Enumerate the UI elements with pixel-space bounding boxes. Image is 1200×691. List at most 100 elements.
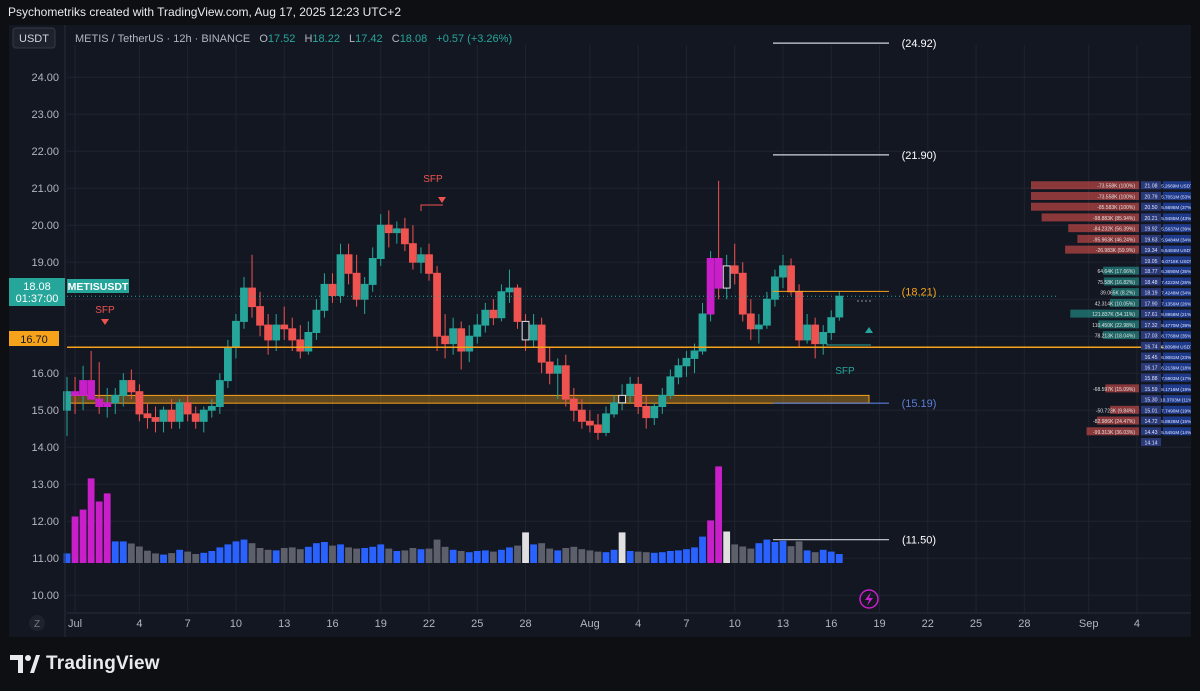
- orderbook-size: 110.450K (22.98%): [1092, 323, 1135, 329]
- candle-body: [610, 402, 618, 415]
- candle-body: [360, 283, 369, 300]
- y-tick-label: 23.00: [31, 109, 59, 121]
- chart-panel[interactable]: (24.92) (21.90) (18.21) (15.19) (11.50) -73.…: [9, 25, 1194, 637]
- volume-bar: [176, 549, 184, 563]
- candle-body: [248, 287, 256, 308]
- x-tick-label: 4: [1134, 618, 1140, 630]
- orderbook-price: 18.77: [1145, 269, 1158, 275]
- candle-body: [674, 365, 683, 378]
- candle-body: [586, 420, 594, 426]
- orderbook-total: 7.7490M (19%): [1161, 408, 1191, 413]
- candle-body: [827, 317, 836, 334]
- orderbook-size: 75.58K (16.82%): [1097, 280, 1135, 286]
- volume-bar: [570, 546, 578, 563]
- orderbook-total-box: [1163, 320, 1191, 329]
- candle-body: [730, 265, 739, 274]
- orderbook-total-box: [1163, 395, 1191, 404]
- x-tick-label: 13: [278, 618, 290, 630]
- orderbook-price: 17.03: [1145, 334, 1158, 340]
- volume-bar: [409, 548, 417, 563]
- candle-body: [232, 320, 240, 348]
- candle-body: [119, 380, 128, 396]
- orderbook-overlay: -73.558K (100%) 21.08 5.2669M USDT -73.558K…: [1031, 181, 1194, 447]
- volume-bar: [168, 553, 175, 563]
- timezone-button[interactable]: [29, 615, 45, 631]
- lightning-icon[interactable]: [859, 589, 879, 609]
- orderbook-total-box: [1163, 266, 1191, 275]
- candle-body: [175, 402, 184, 422]
- legend-change: +0.57 (+3.26%): [436, 33, 512, 45]
- orderbook-total-box: [1163, 331, 1191, 340]
- x-tick-label: Jul: [68, 618, 82, 630]
- down-arrow-icon: [101, 319, 109, 325]
- volume-bar: [192, 554, 200, 563]
- candle-body: [320, 283, 329, 311]
- legend-o-label: O: [259, 33, 268, 45]
- candle-body: [738, 272, 747, 315]
- orderbook-size: -85.583K (100%): [1097, 205, 1135, 211]
- volume-bar: [296, 549, 304, 563]
- volume-bar: [457, 551, 465, 563]
- volume-bar: [79, 509, 87, 563]
- y-tick-label: 16.00: [31, 368, 59, 380]
- time-axis: Jul 4 7 10 13 16 19 22 25 28 Aug 4 7 10 13 16 19 22 25 28 Se…: [67, 612, 1191, 630]
- candle-body: [505, 287, 514, 293]
- orderbook-size: 78.213K (18.04%): [1095, 334, 1136, 340]
- volume-bar: [248, 543, 256, 563]
- orderbook-total: 8.8958M (21%): [1161, 312, 1191, 317]
- candle-body: [207, 406, 216, 411]
- orderbook-price-box: [1141, 405, 1161, 414]
- candle-body: [191, 413, 200, 422]
- price-chart[interactable]: (24.92) (21.90) (18.21) (15.19) (11.50) -73.…: [9, 25, 1194, 637]
- orderbook-total-box: [1163, 213, 1191, 222]
- volume-bar: [449, 549, 457, 563]
- candle-body: [288, 328, 297, 341]
- orderbook-price-box: [1141, 352, 1161, 361]
- orderbook-price: 15.88: [1145, 376, 1158, 382]
- volume-bar: [626, 551, 634, 563]
- x-tick-label: 25: [471, 618, 483, 630]
- orderbook-bar: [1110, 405, 1139, 414]
- candle-body: [143, 413, 152, 419]
- candle-body: [489, 309, 498, 319]
- legend-text: METIS / TetherUS · 12h · BINANCE O17.52 …: [75, 33, 512, 45]
- orderbook-total: 5.6484M USDT: [1161, 248, 1191, 253]
- volume-bar: [514, 545, 521, 563]
- orderbook-price-box: [1141, 224, 1161, 233]
- volume-bar: [111, 541, 119, 563]
- candle-body: [553, 365, 562, 374]
- volume-bar: [232, 541, 240, 563]
- orderbook-total-box: [1163, 352, 1191, 361]
- x-tick-label: 7: [683, 618, 689, 630]
- volume-bar: [385, 548, 393, 563]
- orderbook-total: 5.9485M (43%): [1161, 216, 1191, 221]
- candle-body: [272, 324, 281, 341]
- volume-bar: [715, 466, 723, 563]
- x-tick-label: Sep: [1079, 618, 1099, 630]
- last-price-tag: [9, 278, 65, 306]
- candle-body: [658, 394, 667, 407]
- candle-body: [537, 324, 546, 363]
- volume-bar: [208, 551, 216, 563]
- candle-body: [795, 291, 803, 341]
- candle-body: [779, 265, 787, 278]
- orderbook-size: -82.986K (24.47%): [1093, 419, 1135, 425]
- last-price-value: 18.08: [23, 281, 51, 293]
- volume-bar: [819, 549, 827, 563]
- candle-body: [473, 324, 482, 337]
- orderbook-total: 6.9081M (23%): [1161, 355, 1191, 360]
- volume-bar: [71, 516, 79, 563]
- symbol-tag-label: METISUSDT: [68, 281, 129, 293]
- y-tick-label: 12.00: [31, 516, 59, 528]
- orderbook-price: 18.19: [1145, 291, 1158, 297]
- y-tick-label: 10.00: [31, 590, 59, 602]
- orderbook-price: 21.08: [1145, 184, 1158, 190]
- currency-button[interactable]: [12, 27, 56, 49]
- orderbook-total: 6.3690M (35%): [1161, 269, 1191, 274]
- x-tick-label: 22: [922, 618, 934, 630]
- volume-bar: [481, 550, 489, 563]
- orderbook-bar: [1031, 181, 1139, 190]
- candle-body: [409, 243, 417, 263]
- volume-bar: [63, 553, 71, 563]
- level-price-badge: [9, 331, 59, 346]
